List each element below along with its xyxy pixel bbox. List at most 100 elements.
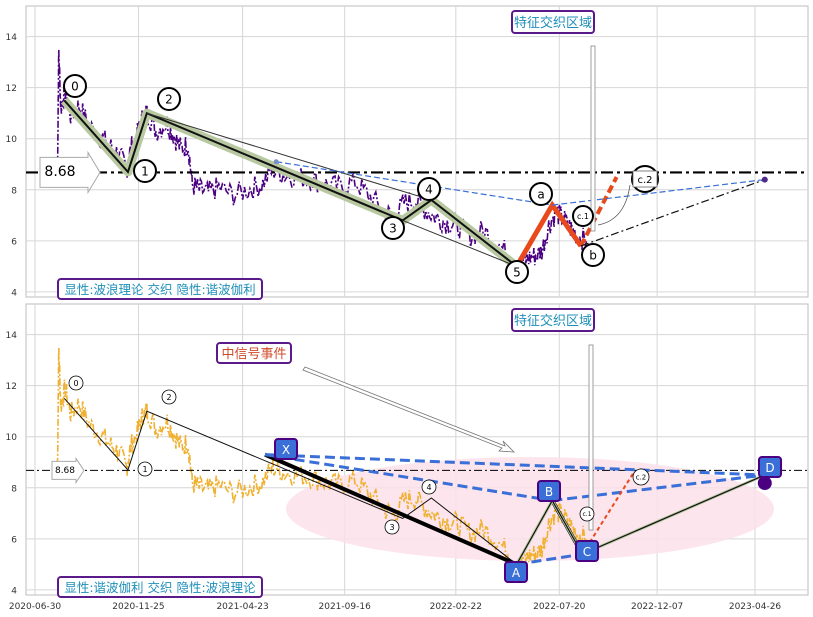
bottom-wave-4-text: 4	[426, 483, 431, 492]
top-wave-5	[505, 260, 529, 284]
bottom-ytick-label: 8	[11, 484, 17, 494]
top-wave-5-text: 5	[513, 265, 521, 279]
top-ytick-label: 6	[11, 237, 17, 247]
bottom-harmonic-dash	[264, 453, 553, 503]
bottom-vertical-marker	[588, 344, 594, 531]
bottom-wave-line	[63, 398, 517, 565]
bottom-ytick-label: 10	[6, 433, 18, 443]
harmonic-b	[537, 480, 561, 502]
bottom-wave-4	[421, 479, 437, 495]
top-wave-3-text: 3	[389, 221, 397, 235]
top-wave-a-text: a	[537, 187, 544, 201]
top-level-label: 8.68	[44, 164, 75, 180]
bottom-harmonic-dash	[516, 552, 583, 566]
bottom-legend-text: 显性:谐波伽利 交织 隐性:波浪理论	[64, 580, 256, 595]
top-wave-0	[63, 74, 87, 98]
top-wave-c1	[572, 205, 594, 227]
top-level-badge	[39, 150, 101, 195]
bottom-ytick-label: 4	[11, 586, 17, 596]
event-arrow	[302, 366, 516, 453]
top-ytick-label: 8	[11, 186, 17, 196]
bottom-level-label: 8.68	[55, 466, 75, 476]
top-wave-4	[417, 177, 441, 201]
harmonic-d-text: D	[765, 461, 774, 475]
harmonic-a-text: A	[512, 566, 521, 580]
top-zone-label: 特征交织区域	[514, 15, 592, 31]
top-wave-0-text: 0	[71, 79, 79, 93]
top-wave-c2-box	[632, 170, 658, 188]
bottom-harmonic-dash	[552, 473, 765, 503]
top-ytick-label: 14	[6, 33, 18, 43]
top-channel-line	[580, 179, 765, 247]
event-label: 中信号事件	[221, 347, 286, 362]
bottom-zone-box	[511, 308, 595, 332]
top-curve-arrow	[597, 184, 631, 226]
top-ytick-label: 10	[6, 135, 18, 145]
bottom-ytick-label: 12	[6, 382, 17, 392]
top-wave-2	[157, 87, 181, 111]
top-ytick-label: 12	[6, 84, 17, 94]
bottom-level-badge	[51, 456, 85, 485]
top-legend-box	[57, 278, 263, 300]
harmonic-x	[274, 438, 298, 460]
top-wave-a	[529, 182, 553, 206]
top-zone-box	[511, 10, 595, 34]
top-wave-c1-text: c.1	[577, 212, 589, 221]
bottom-wave-c2	[632, 468, 650, 486]
top-wave-line	[63, 99, 518, 268]
bottom-harmonic-dash	[264, 453, 765, 477]
harmonic-a	[504, 561, 528, 583]
top-ytick-label: 4	[11, 288, 17, 298]
bottom-wave-1	[137, 461, 153, 477]
bottom-wave-c1	[579, 506, 595, 522]
bottom-legend-box	[57, 576, 263, 598]
top-wave-4-text: 4	[425, 182, 433, 196]
top-wave-channel	[146, 112, 432, 201]
harmonic-c-text: C	[583, 545, 591, 559]
harmonic-x-text: X	[282, 443, 290, 457]
bottom-abcd-line	[516, 474, 766, 565]
event-box	[216, 342, 292, 364]
x-tick-label: 2020-06-30	[9, 602, 62, 612]
bottom-ytick-label: 6	[11, 535, 17, 545]
bottom-wave-2-text: 2	[166, 393, 171, 402]
bottom-wave-1-text: 1	[142, 465, 147, 474]
bottom-zone-ellipse	[286, 457, 774, 561]
harmonic-b-text: B	[545, 485, 553, 499]
bottom-price-line	[56, 347, 588, 570]
bottom-wave-2	[161, 389, 177, 405]
bottom-wave-3-text: 3	[389, 523, 394, 532]
top-wave-1	[133, 159, 157, 183]
top-plot-area	[25, 5, 809, 298]
bottom-wave-3	[384, 519, 400, 535]
bottom-zone-label: 特征交织区域	[514, 313, 592, 329]
x-tick-label: 2022-07-20	[533, 602, 586, 612]
top-wave-b	[581, 243, 605, 267]
x-tick-label: 2022-12-07	[631, 602, 683, 612]
x-tick-label: 2021-09-16	[319, 602, 372, 612]
top-vertical-marker	[590, 45, 596, 232]
top-wave-channel	[402, 219, 517, 267]
top-wave-b-text: b	[589, 248, 597, 262]
x-tick-label: 2023-04-26	[729, 602, 782, 612]
bottom-xa-line	[264, 452, 518, 567]
top-legend-text: 显性:波浪理论 交织 隐性:谐波伽利	[64, 282, 255, 297]
top-price-line	[56, 49, 588, 272]
top-channel-start-dot	[273, 159, 279, 165]
bottom-wave-0	[68, 375, 84, 391]
top-wave-3	[381, 216, 405, 240]
top-endpoint-dot	[761, 176, 768, 183]
x-axis: 2020-06-30 2020-11-25 2021-04-23 2021-09-16…	[9, 602, 782, 612]
bottom-wave-c1-text: c.1	[582, 511, 591, 518]
harmonic-c	[575, 540, 599, 562]
top-abc-c-line	[579, 176, 619, 247]
bottom-wave-0-text: 0	[73, 379, 78, 388]
x-tick-label: 2022-02-22	[430, 602, 482, 612]
x-tick-label: 2021-04-23	[216, 602, 268, 612]
top-channel-line	[276, 161, 553, 206]
bottom-ytick-label: 14	[6, 331, 18, 341]
top-panel: 468101214012345abcc.1c.2	[6, 5, 809, 300]
top-wave-1-text: 1	[141, 164, 149, 178]
